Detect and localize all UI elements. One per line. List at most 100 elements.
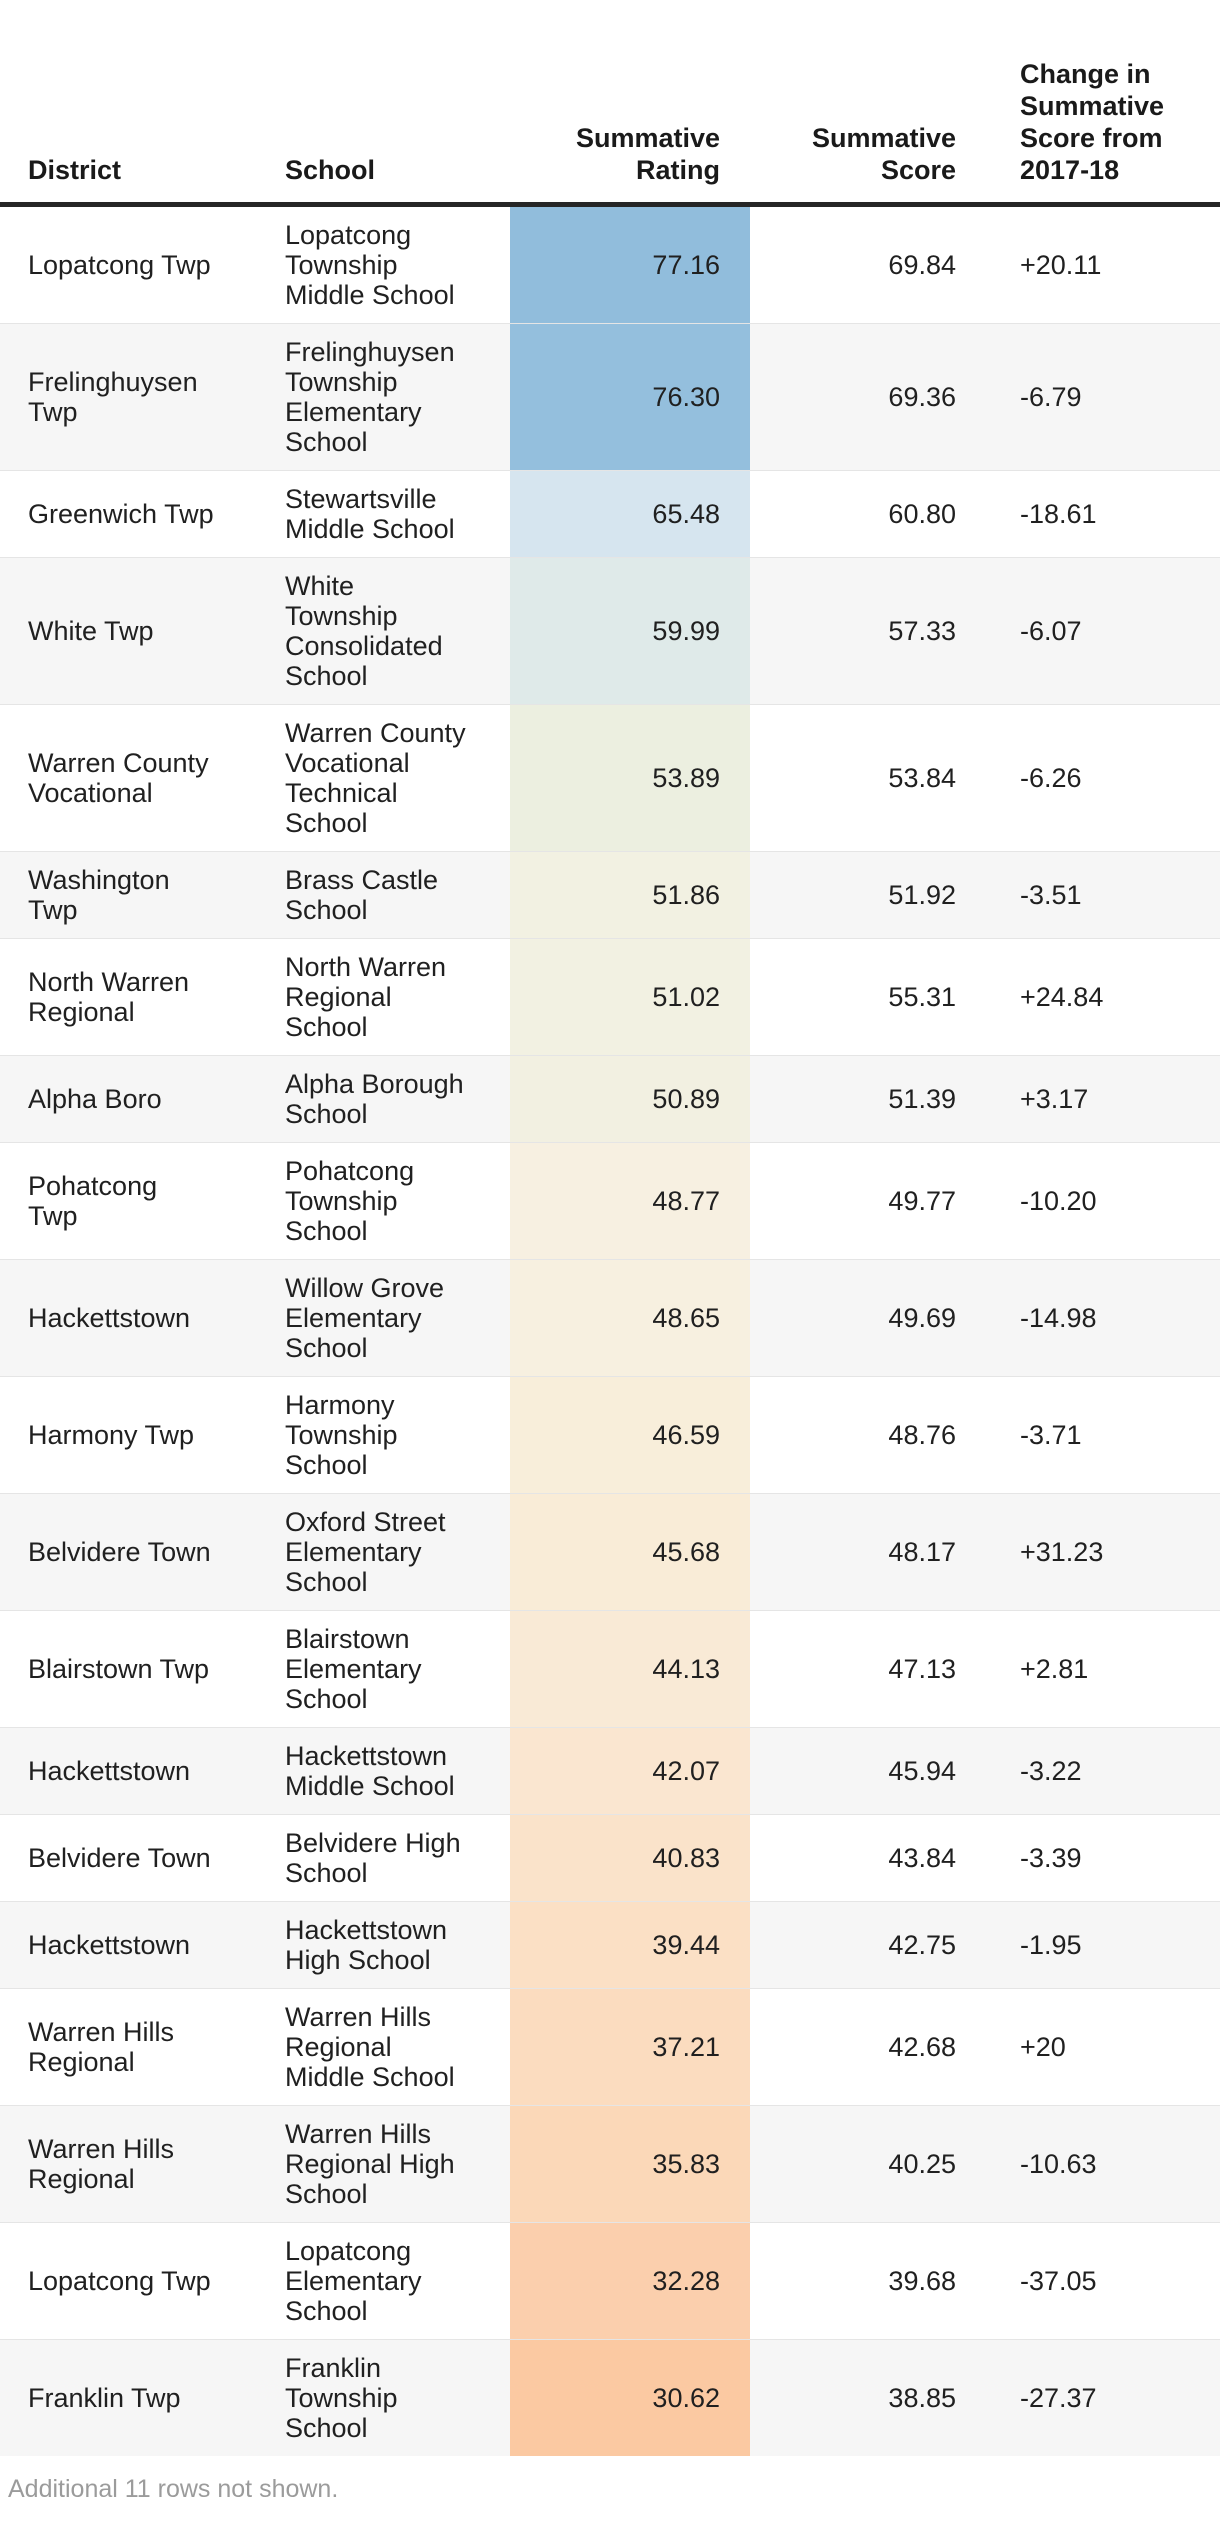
ratings-table: District School Summative Rating Summati…	[0, 0, 1220, 2456]
score-change-cell: -6.07	[1020, 616, 1082, 646]
column-header-summative-rating: Summative Rating	[510, 0, 750, 207]
table-row: White Twp White Township Consolidated Sc…	[0, 557, 1220, 705]
summative-rating-cell: 53.89	[510, 704, 750, 852]
school-cell: Frelinghuysen Township Elementary School	[285, 337, 455, 457]
score-change-cell: -6.26	[1020, 763, 1082, 793]
district-cell: Washington Twp	[28, 865, 170, 925]
district-cell: Blairstown Twp	[28, 1654, 210, 1684]
summative-score-cell: 51.92	[888, 880, 956, 910]
score-change-cell: +20	[1020, 2032, 1066, 2062]
summative-rating-cell: 77.16	[510, 204, 750, 324]
score-change-cell: -37.05	[1020, 2266, 1097, 2296]
district-cell: Hackettstown	[28, 1303, 191, 1333]
column-header-school: School	[260, 0, 510, 207]
summative-score-cell: 57.33	[888, 616, 956, 646]
summative-score-cell: 42.68	[888, 2032, 956, 2062]
table-row: Hackettstown Hackettstown Middle School …	[0, 1727, 1220, 1815]
district-cell: Hackettstown	[28, 1756, 191, 1786]
summative-score-cell: 45.94	[888, 1756, 956, 1786]
score-change-cell: +31.23	[1020, 1537, 1104, 1567]
table-row: Pohatcong Twp Pohatcong Township School …	[0, 1142, 1220, 1260]
school-cell: Oxford Street Elementary School	[285, 1507, 446, 1597]
table-row: Franklin Twp Franklin Township School 30…	[0, 2339, 1220, 2456]
school-cell: Pohatcong Township School	[285, 1156, 415, 1246]
summative-score-cell: 69.84	[888, 250, 956, 280]
district-cell: Hackettstown	[28, 1930, 191, 1960]
summative-rating-cell: 48.65	[510, 1259, 750, 1377]
score-change-cell: -27.37	[1020, 2383, 1097, 2413]
summative-score-cell: 51.39	[888, 1084, 956, 1114]
summative-score-cell: 42.75	[888, 1930, 956, 1960]
school-cell: Warren Hills Regional High School	[285, 2119, 455, 2209]
footer-note: Additional 11 rows not shown.	[8, 2475, 339, 2503]
district-cell: Harmony Twp	[28, 1420, 195, 1450]
score-change-cell: -6.79	[1020, 382, 1082, 412]
school-cell: Blairstown Elementary School	[285, 1624, 422, 1714]
table-row: Frelinghuysen Twp Frelinghuysen Township…	[0, 323, 1220, 471]
summative-rating-cell: 37.21	[510, 1988, 750, 2106]
district-cell: North Warren Regional	[28, 967, 190, 1027]
summative-rating-cell: 40.83	[510, 1814, 750, 1902]
score-change-cell: -1.95	[1020, 1930, 1082, 1960]
table-row: Hackettstown Hackettstown High School 39…	[0, 1901, 1220, 1989]
table-row: Warren Hills Regional Warren Hills Regio…	[0, 1988, 1220, 2106]
summative-rating-cell: 46.59	[510, 1376, 750, 1494]
school-cell: Lopatcong Elementary School	[285, 2236, 422, 2326]
summative-score-cell: 53.84	[888, 763, 956, 793]
summative-score-cell: 55.31	[888, 982, 956, 1012]
column-header-change-in-score: Change in Summative Score from 2017-18	[960, 0, 1220, 207]
header-row: District School Summative Rating Summati…	[0, 0, 1220, 207]
summative-rating-cell: 39.44	[510, 1901, 750, 1989]
school-cell: Hackettstown Middle School	[285, 1741, 455, 1801]
summative-rating-cell: 30.62	[510, 2339, 750, 2456]
district-cell: White Twp	[28, 616, 154, 646]
summative-score-cell: 39.68	[888, 2266, 956, 2296]
summative-rating-cell: 42.07	[510, 1727, 750, 1815]
school-cell: Willow Grove Elementary School	[285, 1273, 445, 1363]
school-cell: White Township Consolidated School	[285, 571, 443, 691]
summative-score-cell: 69.36	[888, 382, 956, 412]
district-cell: Greenwich Twp	[28, 499, 214, 529]
summative-score-cell: 43.84	[888, 1843, 956, 1873]
school-cell: Warren Hills Regional Middle School	[285, 2002, 455, 2092]
table-row: North Warren Regional North Warren Regio…	[0, 938, 1220, 1056]
table-row: Washington Twp Brass Castle School 51.86…	[0, 851, 1220, 939]
summative-rating-cell: 32.28	[510, 2222, 750, 2340]
score-change-cell: +20.11	[1020, 250, 1102, 280]
summative-rating-cell: 50.89	[510, 1055, 750, 1143]
school-cell: Stewartsville Middle School	[285, 484, 455, 544]
school-cell: Lopatcong Township Middle School	[285, 220, 455, 310]
school-cell: North Warren Regional School	[285, 952, 447, 1042]
table-body: Lopatcong Twp Lopatcong Township Middle …	[0, 204, 1220, 2456]
summative-score-cell: 40.25	[888, 2149, 956, 2179]
summative-rating-cell: 45.68	[510, 1493, 750, 1611]
school-cell: Alpha Borough School	[285, 1069, 464, 1129]
score-change-cell: +2.81	[1020, 1654, 1089, 1684]
summative-score-cell: 47.13	[888, 1654, 956, 1684]
district-cell: Warren County Vocational	[28, 748, 209, 808]
district-cell: Lopatcong Twp	[28, 250, 211, 280]
school-cell: Franklin Township School	[285, 2353, 398, 2443]
table-row: Belvidere Town Belvidere High School 40.…	[0, 1814, 1220, 1902]
score-change-cell: +24.84	[1020, 982, 1104, 1012]
summative-rating-cell: 35.83	[510, 2105, 750, 2223]
summative-rating-cell: 44.13	[510, 1610, 750, 1728]
table-row: Harmony Twp Harmony Township School 46.5…	[0, 1376, 1220, 1494]
score-change-cell: +3.17	[1020, 1084, 1089, 1114]
summative-rating-cell: 48.77	[510, 1142, 750, 1260]
summative-score-cell: 38.85	[888, 2383, 956, 2413]
district-cell: Belvidere Town	[28, 1843, 211, 1873]
summative-score-cell: 60.80	[888, 499, 956, 529]
school-cell: Harmony Township School	[285, 1390, 398, 1480]
score-change-cell: -3.51	[1020, 880, 1082, 910]
district-cell: Warren Hills Regional	[28, 2017, 175, 2077]
table-row: Lopatcong Twp Lopatcong Elementary Schoo…	[0, 2222, 1220, 2340]
school-cell: Belvidere High School	[285, 1828, 461, 1888]
district-cell: Belvidere Town	[28, 1537, 211, 1567]
table-row: Alpha Boro Alpha Borough School 50.89 51…	[0, 1055, 1220, 1143]
summative-score-cell: 49.69	[888, 1303, 956, 1333]
summative-rating-cell: 51.02	[510, 938, 750, 1056]
district-cell: Warren Hills Regional	[28, 2134, 175, 2194]
summative-rating-cell: 51.86	[510, 851, 750, 939]
